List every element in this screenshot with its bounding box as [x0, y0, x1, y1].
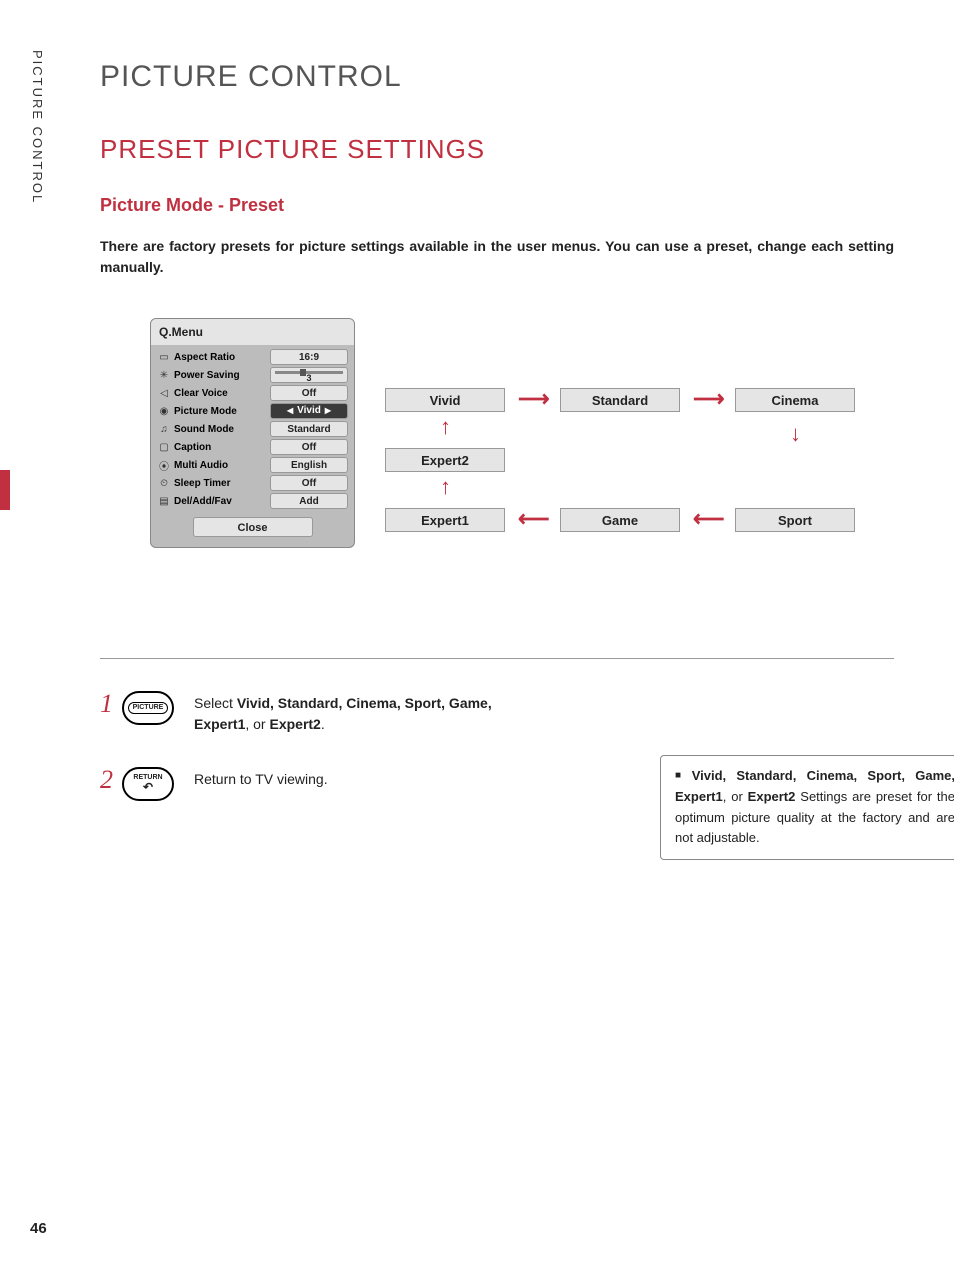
qmenu-row-power-saving[interactable]: ✳ Power Saving 3 — [157, 367, 348, 383]
return-icon: ↶ — [143, 781, 153, 794]
qmenu-label: Sound Mode — [171, 424, 270, 435]
flow-node-game: Game — [560, 508, 680, 532]
note-box: ■Vivid, Standard, Cinema, Sport, Game, E… — [660, 755, 954, 860]
step-number: 2 — [100, 765, 120, 795]
subsection-title: Picture Mode - Preset — [100, 195, 894, 216]
qmenu-close-button[interactable]: Close — [193, 517, 313, 537]
side-tab — [0, 470, 28, 680]
step-1: 1 PICTURE Select Vivid, Standard, Cinema… — [100, 689, 894, 735]
qmenu-label: Aspect Ratio — [171, 352, 270, 363]
flow-node-vivid: Vivid — [385, 388, 505, 412]
arrow-down-icon: ↓ — [790, 423, 801, 445]
qmenu-row-clear-voice[interactable]: ◁ Clear Voice Off — [157, 385, 348, 401]
flow-node-expert2: Expert2 — [385, 448, 505, 472]
sleep-timer-icon: ⏲ — [157, 477, 171, 489]
qmenu-value: Off — [270, 475, 348, 491]
qmenu-row-aspect-ratio[interactable]: ▭ Aspect Ratio 16:9 — [157, 349, 348, 365]
qmenu-value: 16:9 — [270, 349, 348, 365]
qmenu-value: Off — [270, 439, 348, 455]
qmenu-row-multi-audio[interactable]: ⦿ Multi Audio English — [157, 457, 348, 473]
flow-node-cinema: Cinema — [735, 388, 855, 412]
qmenu-title: Q.Menu — [151, 319, 354, 345]
qmenu-label: Multi Audio — [171, 460, 270, 471]
bullet-icon: ■ — [675, 770, 688, 781]
flow-node-sport: Sport — [735, 508, 855, 532]
arrow-left-icon: ⟵ — [518, 508, 550, 530]
power-saving-icon: ✳ — [157, 369, 171, 381]
section-title: PRESET PICTURE SETTINGS — [100, 134, 894, 165]
multi-audio-icon: ⦿ — [157, 459, 171, 471]
qmenu-value: English — [270, 457, 348, 473]
step-1-text: Select Vivid, Standard, Cinema, Sport, G… — [194, 689, 514, 735]
qmenu-row-picture-mode[interactable]: ◉ Picture Mode ◀ Vivid ▶ — [157, 403, 348, 419]
step-2: 2 RETURN ↶ Return to TV viewing. ■Vivid,… — [100, 765, 894, 801]
qmenu-value: Add — [270, 493, 348, 509]
picture-remote-button: PICTURE — [122, 691, 174, 725]
del-add-fav-icon: ▤ — [157, 495, 171, 507]
qmenu-row-del-add-fav[interactable]: ▤ Del/Add/Fav Add — [157, 493, 348, 509]
aspect-ratio-icon: ▭ — [157, 351, 171, 363]
qmenu-label: Picture Mode — [171, 406, 270, 417]
clear-voice-icon: ◁ — [157, 387, 171, 399]
qmenu-label: Clear Voice — [171, 388, 270, 399]
qmenu-label: Caption — [171, 442, 270, 453]
qmenu-panel: Q.Menu ▭ Aspect Ratio 16:9 ✳ Power Savin… — [150, 318, 355, 548]
flow-node-standard: Standard — [560, 388, 680, 412]
chevron-right-icon: ▶ — [325, 407, 331, 415]
return-remote-button: RETURN ↶ — [122, 767, 174, 801]
qmenu-label: Sleep Timer — [171, 478, 270, 489]
arrow-up-icon: ↑ — [440, 416, 451, 438]
step-2-text: Return to TV viewing. — [194, 765, 328, 790]
chevron-left-icon: ◀ — [287, 407, 293, 415]
qmenu-value: Off — [270, 385, 348, 401]
qmenu-value: Standard — [270, 421, 348, 437]
step-number: 1 — [100, 689, 120, 719]
arrow-up-icon: ↑ — [440, 476, 451, 498]
mode-flow-diagram: Vivid ⟶ Standard ⟶ Cinema ↑ ↓ Expert2 ↑ … — [385, 378, 875, 608]
qmenu-value-slider: 3 — [270, 367, 348, 383]
qmenu-row-sleep-timer[interactable]: ⏲ Sleep Timer Off — [157, 475, 348, 491]
page-title: PICTURE CONTROL — [100, 60, 894, 94]
arrow-right-icon: ⟶ — [518, 388, 550, 410]
arrow-left-icon: ⟵ — [693, 508, 725, 530]
caption-icon: ▢ — [157, 441, 171, 453]
intro-text: There are factory presets for picture se… — [100, 236, 894, 278]
flow-node-expert1: Expert1 — [385, 508, 505, 532]
qmenu-row-caption[interactable]: ▢ Caption Off — [157, 439, 348, 455]
page-number: 46 — [30, 1220, 47, 1237]
picture-mode-icon: ◉ — [157, 405, 171, 417]
side-tab-label: PICTURE CONTROL — [30, 50, 45, 204]
sound-mode-icon: ♫ — [157, 423, 171, 435]
qmenu-label: Power Saving — [171, 370, 270, 381]
qmenu-label: Del/Add/Fav — [171, 496, 270, 507]
qmenu-row-sound-mode[interactable]: ♫ Sound Mode Standard — [157, 421, 348, 437]
qmenu-value-selected: ◀ Vivid ▶ — [270, 403, 348, 419]
divider — [100, 658, 894, 659]
arrow-right-icon: ⟶ — [693, 388, 725, 410]
